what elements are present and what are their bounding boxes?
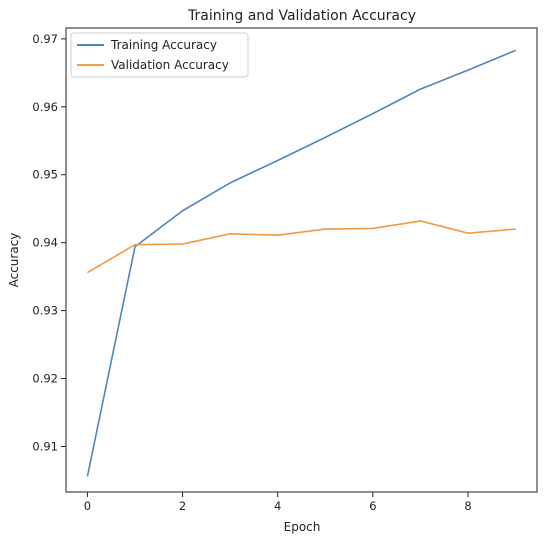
series-line-training — [86, 49, 516, 477]
legend-box — [70, 32, 249, 78]
data-point — [324, 136, 326, 138]
y-tick-label: 0.95 — [32, 168, 58, 182]
y-tick-label: 0.96 — [32, 100, 58, 114]
y-tick-label: 0.92 — [32, 372, 58, 386]
data-point — [420, 88, 422, 90]
legend-label: Validation Accuracy — [111, 58, 229, 72]
x-tick-label: 6 — [369, 499, 376, 513]
series-line-validation — [87, 220, 516, 274]
legend-label: Training Accuracy — [110, 38, 217, 52]
y-tick-label: 0.94 — [32, 236, 58, 250]
data-point — [87, 475, 89, 477]
data-point — [134, 246, 136, 248]
data-point — [277, 160, 279, 162]
y-tick-label: 0.97 — [32, 32, 58, 46]
data-point — [87, 272, 89, 274]
data-point — [134, 244, 136, 246]
y-axis: 0.91 0.92 0.93 0.94 0.95 0.96 0.97 — [32, 32, 66, 453]
data-point — [515, 228, 517, 230]
plot-frame — [65, 27, 538, 493]
data-point — [467, 69, 469, 71]
x-axis: 0 2 4 6 8 — [84, 492, 472, 513]
series-layer — [86, 49, 517, 477]
x-axis-title: Epoch — [284, 520, 321, 534]
x-tick-label: 8 — [464, 499, 471, 513]
data-point — [229, 182, 231, 184]
data-point — [515, 50, 517, 52]
data-point — [372, 113, 374, 115]
y-axis-title: Accuracy — [7, 233, 21, 288]
x-tick-label: 0 — [84, 499, 91, 513]
x-tick-label: 2 — [179, 499, 186, 513]
data-point — [229, 233, 231, 235]
data-point — [324, 228, 326, 230]
legend: Training Accuracy Validation Accuracy — [70, 32, 249, 78]
x-tick-label: 4 — [274, 499, 281, 513]
y-tick-label: 0.93 — [32, 304, 58, 318]
data-point — [420, 220, 422, 222]
data-point — [372, 228, 374, 230]
data-point — [467, 232, 469, 234]
chart-title: Training and Validation Accuracy — [187, 8, 416, 24]
y-tick-label: 0.91 — [32, 439, 58, 453]
data-point — [182, 210, 184, 212]
data-point — [182, 243, 184, 245]
data-point — [277, 234, 279, 236]
